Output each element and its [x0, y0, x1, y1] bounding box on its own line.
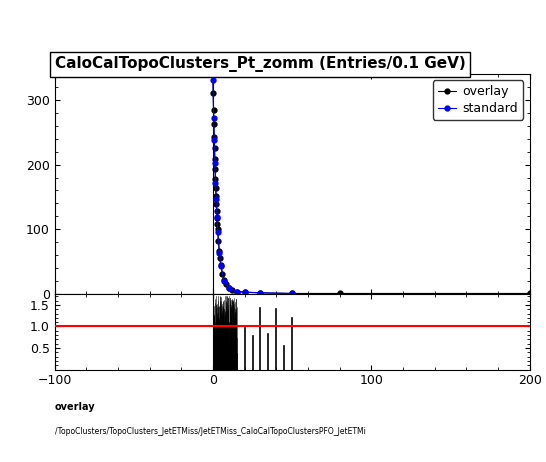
Legend: overlay, standard: overlay, standard	[433, 80, 524, 120]
overlay	[213, 201, 219, 207]
overlay	[221, 277, 227, 283]
standard	[212, 180, 219, 185]
overlay	[215, 238, 222, 244]
Line: standard: standard	[211, 78, 294, 296]
standard	[210, 115, 217, 121]
standard	[241, 289, 248, 295]
overlay	[229, 287, 235, 293]
standard	[216, 250, 223, 255]
overlay	[211, 121, 217, 127]
standard	[215, 229, 221, 235]
standard	[225, 286, 232, 291]
Text: overlay: overlay	[55, 402, 95, 412]
overlay	[211, 134, 217, 140]
overlay	[336, 291, 343, 296]
overlay	[217, 255, 223, 261]
overlay	[211, 157, 218, 162]
overlay	[222, 281, 229, 286]
overlay	[214, 221, 221, 226]
overlay	[212, 185, 219, 191]
overlay	[213, 194, 219, 199]
overlay	[234, 289, 240, 294]
Line: overlay: overlay	[211, 73, 532, 296]
overlay	[289, 291, 295, 296]
overlay	[257, 290, 264, 296]
overlay	[213, 208, 220, 214]
Text: CaloCalTopoClusters_Pt_zomm (Entries/0.1 GeV): CaloCalTopoClusters_Pt_zomm (Entries/0.1…	[55, 56, 465, 73]
standard	[211, 137, 217, 143]
Text: /TopoClusters/TopoClusters_JetETMiss/JetETMiss_CaloCalTopoClustersPFO_JetETMi: /TopoClusters/TopoClusters_JetETMiss/Jet…	[55, 427, 365, 436]
overlay	[211, 146, 218, 151]
overlay	[215, 226, 221, 232]
overlay	[212, 166, 218, 172]
standard	[210, 78, 216, 83]
overlay	[210, 107, 217, 112]
overlay	[526, 291, 533, 296]
standard	[257, 290, 264, 296]
overlay	[216, 248, 223, 254]
standard	[211, 160, 218, 165]
standard	[213, 214, 220, 220]
standard	[289, 291, 295, 296]
standard	[217, 263, 224, 269]
overlay	[217, 262, 224, 268]
standard	[234, 289, 240, 294]
overlay	[214, 215, 221, 220]
overlay	[219, 271, 225, 277]
overlay	[241, 289, 248, 295]
overlay	[210, 91, 217, 96]
standard	[213, 196, 219, 202]
standard	[221, 278, 227, 283]
overlay	[210, 73, 216, 78]
overlay	[212, 176, 219, 182]
overlay	[225, 286, 232, 291]
